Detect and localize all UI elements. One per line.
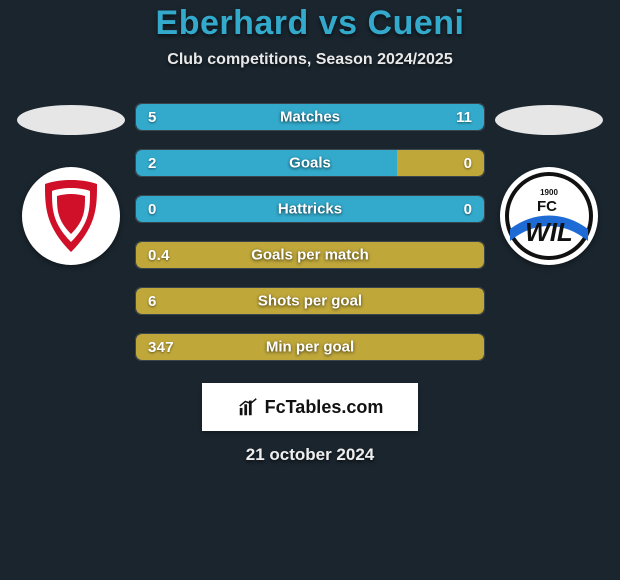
right-club-crest: 1900 FC WIL [500,167,598,265]
bar-right-segment: 11 [244,104,484,130]
bar-left-segment: 0.4 [136,242,472,268]
bar-row: 00Hattricks [135,195,485,223]
bar-right-segment [472,334,484,360]
title-player-a: Eberhard [156,4,309,42]
date-label: 21 october 2024 [246,445,375,465]
left-avatar-placeholder [17,105,125,135]
root: Eberhard vs Cueni Club competitions, Sea… [0,0,620,465]
bar-left-segment: 347 [136,334,472,360]
title-player-b: Cueni [368,4,465,42]
shield-icon [35,176,107,256]
bar-right-segment [472,288,484,314]
right-avatar-placeholder [495,105,603,135]
bar-left-segment: 2 [136,150,397,176]
club-wil-icon: 1900 FC WIL [504,171,594,261]
bar-row: 6Shots per goal [135,287,485,315]
bar-row: 347Min per goal [135,333,485,361]
chart-icon [237,396,259,418]
bar-left-segment: 0 [136,196,310,222]
fctables-text: FcTables.com [265,397,384,418]
svg-text:1900: 1900 [540,188,558,197]
svg-text:WIL: WIL [525,217,573,247]
subtitle: Club competitions, Season 2024/2025 [167,51,452,69]
bar-right-segment: 0 [310,196,484,222]
left-club-crest [22,167,120,265]
fctables-badge[interactable]: FcTables.com [202,383,418,431]
bar-row: 511Matches [135,103,485,131]
title-vs: vs [319,4,358,42]
right-column: 1900 FC WIL [489,103,609,265]
left-column [11,103,131,265]
bar-left-segment: 6 [136,288,472,314]
comparison-bars: 511Matches 20Goals 00Hattricks 0.4Goals per… [135,103,485,361]
bar-row: 0.4Goals per match [135,241,485,269]
bar-right-segment: 0 [397,150,484,176]
svg-text:FC: FC [537,198,557,215]
bar-left-segment: 5 [136,104,244,130]
main-title: Eberhard vs Cueni [156,4,465,43]
bar-row: 20Goals [135,149,485,177]
bar-right-segment [472,242,484,268]
comparison-area: 511Matches 20Goals 00Hattricks 0.4Goals per… [0,103,620,361]
